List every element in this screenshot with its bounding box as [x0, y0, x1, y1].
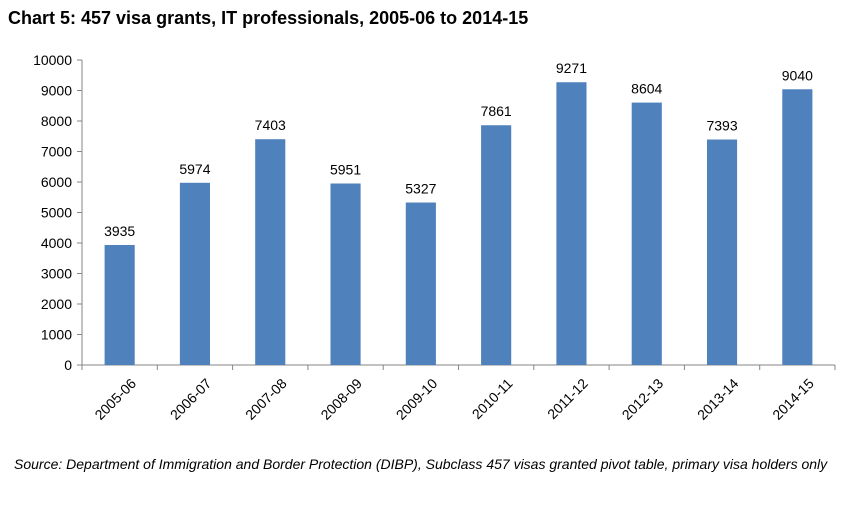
bar-chart: 0 1000 2000 3000 4000 5000 6000 7000 8000 9000 100… [33, 52, 836, 423]
data-label: 5327 [405, 181, 436, 197]
data-label: 9271 [556, 60, 587, 76]
bar [104, 244, 135, 365]
x-tick-label: 2014-15 [769, 375, 817, 423]
y-tick-label: 2000 [41, 296, 72, 312]
bar [179, 182, 211, 365]
bar [481, 125, 512, 365]
y-tick-label: 1000 [41, 327, 72, 343]
chart-title: Chart 5: 457 visa grants, IT professiona… [8, 8, 529, 28]
bar [255, 139, 286, 365]
x-tick-label: 2011-12 [544, 375, 591, 422]
x-tick-label: 2005-06 [91, 375, 139, 423]
source-note: Source: Department of Immigration and Bo… [14, 456, 828, 472]
y-tick-label: 9000 [41, 83, 72, 99]
x-tick-label: 2012-13 [619, 375, 667, 423]
x-tick-label: 2007-08 [242, 375, 290, 423]
x-tick-label: 2010-11 [469, 375, 516, 422]
data-label: 7861 [481, 103, 512, 119]
bar [631, 102, 662, 365]
x-tick-label: 2008-09 [317, 375, 365, 423]
data-label: 3935 [104, 223, 135, 239]
bar [782, 89, 813, 365]
bar [556, 82, 587, 365]
data-label: 5974 [179, 161, 210, 177]
data-label: 8604 [631, 81, 662, 97]
bar [405, 202, 436, 365]
x-tick-label: 2013-14 [694, 375, 742, 423]
y-tick-label: 7000 [41, 144, 72, 160]
y-tick-label: 3000 [41, 266, 72, 282]
y-tick-label: 0 [64, 357, 72, 373]
y-tick-label: 10000 [33, 52, 72, 68]
data-label: 7393 [706, 118, 737, 134]
data-label: 5951 [330, 161, 361, 177]
x-tick-label: 2009-10 [393, 375, 441, 423]
bar [706, 139, 738, 365]
bar [330, 183, 361, 365]
y-tick-label: 5000 [41, 205, 72, 221]
x-tick-label: 2006-07 [167, 375, 215, 423]
y-tick-label: 8000 [41, 113, 72, 129]
data-label: 7403 [255, 117, 286, 133]
y-tick-label: 6000 [41, 174, 72, 190]
y-tick-label: 4000 [41, 235, 72, 251]
data-label: 9040 [782, 67, 813, 83]
